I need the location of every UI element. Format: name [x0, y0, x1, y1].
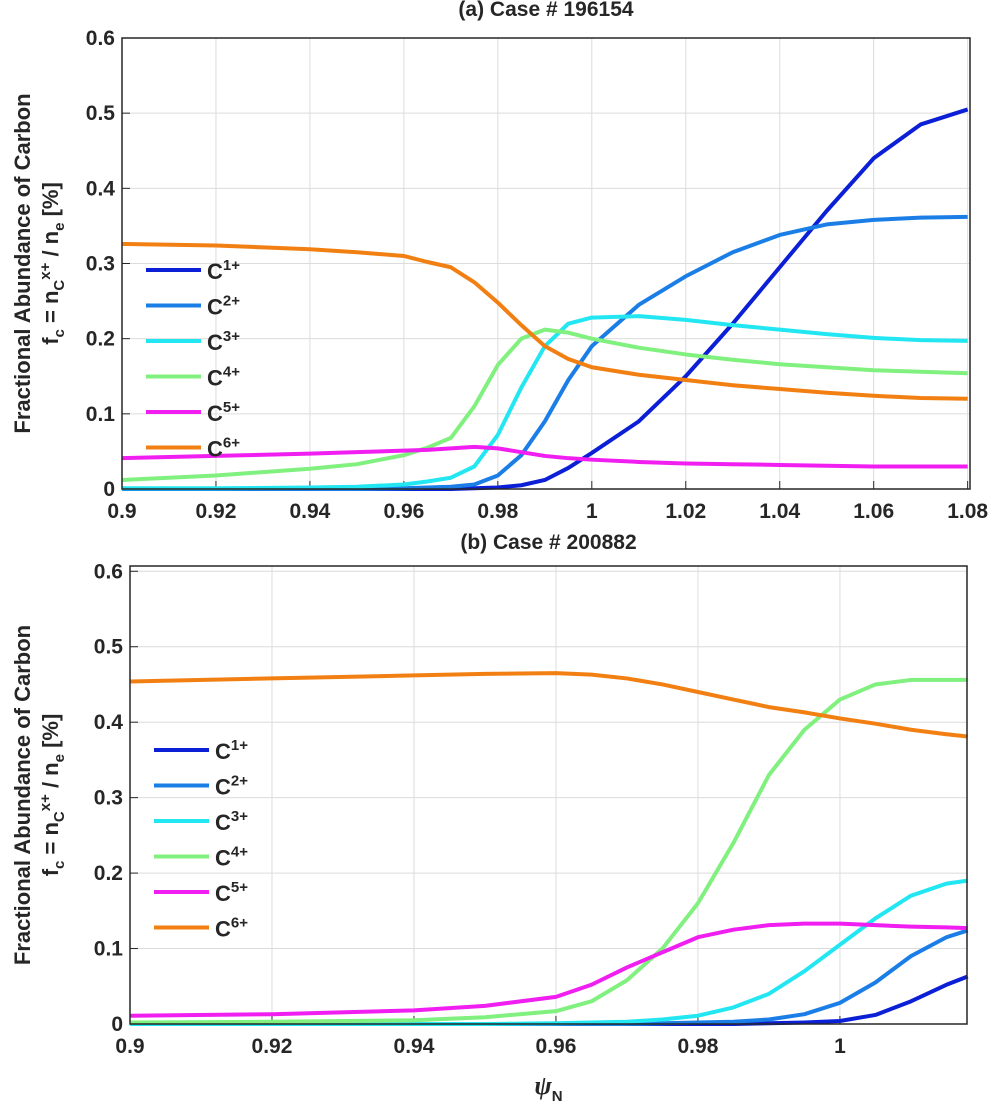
chart-title: (a) Case # 196154	[458, 0, 633, 21]
y-tick-label: 0.3	[86, 253, 115, 276]
y-axis-label-part: / n	[38, 231, 63, 263]
legend-label: C4+	[215, 844, 248, 871]
legend-label: C2+	[207, 293, 240, 320]
y-axis-label: Fractional Abundance of Carbon	[10, 93, 35, 433]
x-axis-label: ψN	[534, 1071, 562, 1105]
legend-label: C6+	[207, 435, 240, 462]
y-axis-label-part: e	[51, 223, 68, 231]
y-axis-label-part: x+	[37, 794, 54, 811]
data-line	[121, 327, 968, 482]
y-axis-label-part: = n	[38, 291, 63, 330]
x-tick-label: 1.04	[759, 500, 800, 523]
chart-title: (b) Case # 200882	[460, 531, 636, 554]
x-tick-label: 0.98	[477, 500, 518, 523]
data-line	[129, 671, 968, 739]
x-tick-label: 0.96	[536, 1035, 577, 1058]
x-tick-label: 1.08	[947, 500, 988, 523]
y-tick-label: 0.5	[86, 102, 116, 125]
y-axis-label-part: c	[51, 329, 68, 337]
legend-label: C3+	[207, 328, 240, 355]
legend-label: C6+	[215, 915, 248, 942]
legend-label: C2+	[215, 773, 248, 800]
y-tick-label: 0.4	[86, 177, 116, 200]
y-tick-label: 0.1	[94, 938, 124, 961]
x-tick-label: 0.94	[289, 500, 330, 523]
y-axis-label-part: c	[51, 861, 68, 869]
y-tick-label: 0.2	[86, 328, 115, 351]
legend-label: C4+	[207, 364, 240, 391]
y-axis-label: fc = nCx+ / ne [%]	[37, 714, 68, 877]
y-axis-label-part: [%]	[38, 182, 63, 222]
y-tick-label: 0.1	[86, 403, 116, 426]
legend-label: C5+	[215, 879, 248, 906]
data-line	[121, 444, 968, 469]
data-line	[129, 677, 968, 1025]
x-tick-label: 0.92	[196, 500, 237, 523]
y-axis-label-part: C	[51, 280, 68, 291]
y-axis-label-part: [%]	[38, 714, 63, 754]
y-axis-label-part: = n	[38, 822, 63, 861]
x-tick-label: 0.92	[252, 1035, 293, 1058]
x-tick-label: 1	[834, 1035, 846, 1058]
y-axis-label-part: f	[38, 337, 63, 345]
y-axis-label-part: C	[51, 811, 68, 822]
y-tick-label: 0.6	[94, 560, 123, 583]
legend-label: C3+	[215, 808, 248, 835]
y-tick-label: 0	[111, 1013, 123, 1036]
legend-label: C1+	[215, 737, 248, 764]
legend-label: C1+	[207, 257, 240, 284]
legend-label: C5+	[207, 399, 240, 426]
x-tick-label: 0.9	[107, 500, 136, 523]
axes-box	[129, 565, 968, 1025]
y-axis-label-part: x+	[37, 262, 54, 279]
y-axis-label-part: f	[38, 868, 63, 876]
subplot: 0 0.1 0.2 0.3 0.4 0.5 0.6 0.9 0.92 0.94 0.96 0.98 1 1…	[10, 0, 988, 523]
y-tick-label: 0.3	[94, 787, 123, 810]
y-axis-label-part: / n	[38, 762, 63, 794]
subplot: 0 0.1 0.2 0.3 0.4 0.5 0.6 0.9 0.92 0.94 0.96 0.98 1 C…	[10, 531, 969, 1105]
x-tick-label: 1	[586, 500, 598, 523]
x-tick-label: 1.02	[665, 500, 706, 523]
x-tick-label: 0.98	[678, 1035, 719, 1058]
x-tick-label: 0.96	[383, 500, 424, 523]
y-tick-label: 0.4	[94, 711, 124, 734]
axes-box	[121, 37, 971, 490]
x-tick-label: 1.06	[853, 500, 894, 523]
plot-area	[130, 566, 967, 1024]
y-tick-label: 0	[103, 478, 115, 501]
data-line	[121, 241, 968, 401]
y-axis-label: Fractional Abundance of Carbon	[10, 625, 35, 965]
y-tick-label: 0.6	[86, 27, 115, 50]
y-tick-label: 0.2	[94, 862, 123, 885]
x-tick-label: 0.94	[394, 1035, 435, 1058]
y-axis-label: fc = nCx+ / ne [%]	[37, 182, 68, 345]
x-tick-label: 0.9	[115, 1035, 144, 1058]
data-line	[129, 921, 968, 1018]
y-tick-label: 0.5	[94, 636, 124, 659]
y-axis-label-part: e	[51, 754, 68, 762]
